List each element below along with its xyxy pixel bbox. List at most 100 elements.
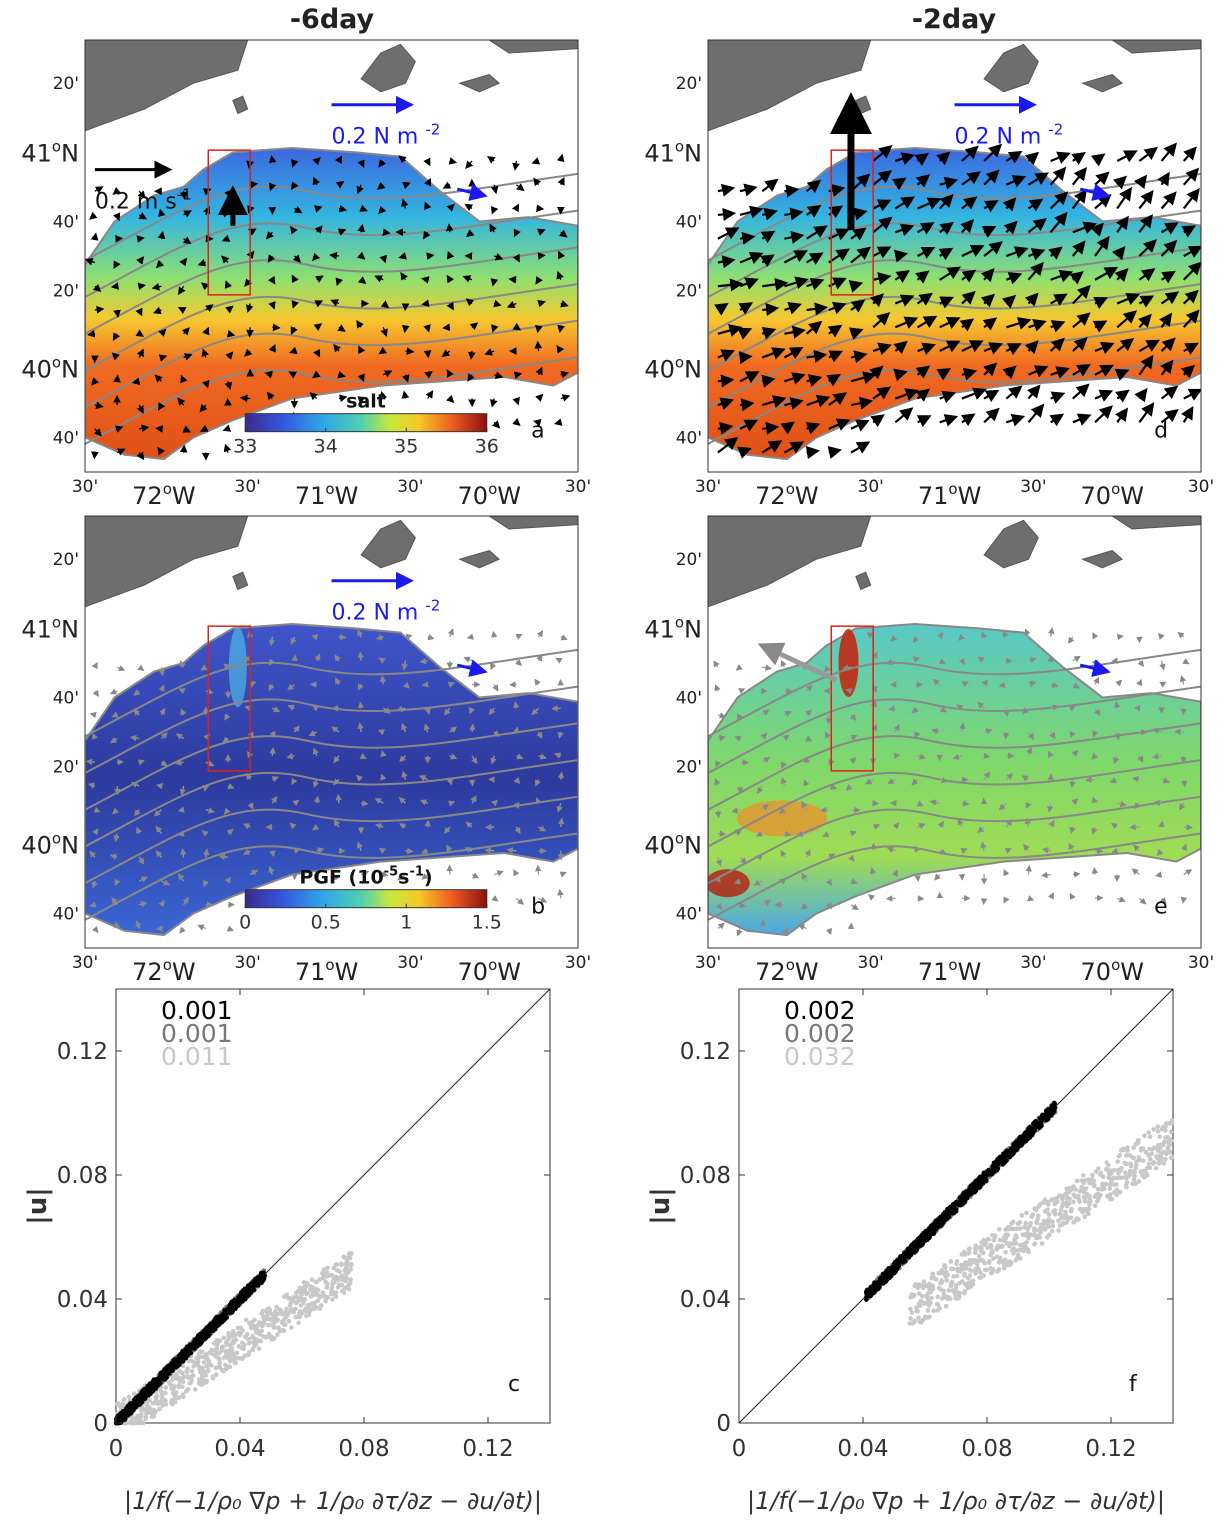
scatter-point (969, 1279, 974, 1285)
velocity-arrow (136, 348, 144, 358)
velocity-arrow (981, 679, 989, 687)
velocity-arrow (155, 850, 163, 858)
velocity-arrow (1094, 341, 1115, 355)
scatter-point (948, 1259, 954, 1264)
velocity-arrow (1025, 801, 1032, 810)
velocity-arrow (867, 894, 876, 901)
velocity-arrow (805, 735, 813, 742)
scatter-point (243, 1291, 249, 1297)
velocity-arrow (291, 777, 298, 786)
velocity-arrow (111, 352, 120, 361)
velocity-arrow (113, 921, 121, 929)
velocity-arrow (762, 664, 772, 671)
scatter-point (1024, 1210, 1029, 1216)
velocity-arrow (1050, 704, 1060, 711)
velocity-arrow (422, 230, 431, 240)
velocity-arrow (490, 184, 499, 195)
velocity-arrow (379, 390, 388, 400)
velocity-arrow (268, 658, 276, 666)
velocity-arrow (555, 657, 563, 664)
velocity-arrow (1072, 655, 1081, 663)
velocity-arrow (797, 924, 807, 931)
scatter-point (1149, 1146, 1155, 1152)
scatter-point (946, 1288, 952, 1293)
panel-letter: e (1154, 894, 1168, 919)
velocity-arrow (357, 373, 365, 383)
velocity-arrow (1138, 239, 1158, 257)
velocity-arrow (782, 927, 789, 935)
scatter-point (988, 1242, 994, 1248)
velocity-arrow (1069, 892, 1076, 901)
velocity-arrow (1005, 150, 1023, 164)
velocity-arrow (931, 728, 940, 735)
scatter-point (196, 1381, 202, 1386)
scatter-point (1130, 1155, 1136, 1160)
velocity-arrow (1138, 190, 1154, 210)
velocity-arrow (266, 391, 275, 401)
velocity-arrow (914, 874, 921, 882)
x-tick-label: 0.04 (214, 1436, 265, 1462)
velocity-arrow (961, 244, 985, 257)
velocity-arrow (717, 421, 734, 435)
scatter-point (1031, 1226, 1037, 1231)
velocity-arrow (226, 329, 236, 338)
velocity-arrow (330, 299, 340, 307)
velocity-scale-label: 0.2 m s-1 (95, 185, 192, 214)
velocity-arrow (1114, 731, 1121, 741)
velocity-arrow (423, 350, 432, 359)
lat-tick-label: 41oN (21, 613, 79, 643)
velocity-arrow (980, 841, 987, 851)
velocity-arrow (783, 347, 804, 360)
scatter-point (210, 1328, 216, 1334)
scatter-point (1082, 1214, 1087, 1219)
velocity-arrow (175, 733, 184, 740)
velocity-arrow (1090, 153, 1106, 167)
velocity-arrow (1050, 391, 1066, 404)
scatter-point (264, 1313, 270, 1319)
velocity-arrow (1049, 211, 1068, 233)
velocity-arrow (337, 324, 346, 332)
scatter-point (1065, 1195, 1070, 1200)
lat-tick-label: 40oN (644, 353, 702, 383)
velocity-arrow (784, 325, 806, 339)
velocity-arrow (1116, 896, 1126, 903)
rmse-annotation: 0.011 (161, 1042, 233, 1071)
velocity-arrow (915, 270, 930, 284)
velocity-arrow (738, 351, 753, 365)
velocity-arrow (223, 443, 232, 453)
velocity-arrow (780, 421, 795, 435)
velocity-arrow (714, 302, 729, 316)
velocity-arrow (426, 252, 435, 260)
velocity-arrow (135, 919, 142, 929)
velocity-arrow (1094, 364, 1114, 377)
velocity-arrow (916, 222, 935, 235)
velocity-arrow (557, 817, 565, 828)
scatter-point (1023, 1244, 1029, 1250)
velocity-arrow (762, 421, 780, 435)
scatter-point (1163, 1156, 1168, 1162)
velocity-arrow (157, 402, 166, 411)
scatter-point (924, 1293, 930, 1298)
velocity-arrow (939, 390, 956, 404)
land-nantucket (1081, 74, 1124, 93)
lat-tick-label: 41oN (644, 613, 702, 643)
scatter-point (912, 1283, 918, 1289)
velocity-arrow (154, 374, 163, 383)
lon-tick-label: 70oW (1081, 956, 1144, 986)
lat-tick-label: 20' (676, 74, 702, 94)
velocity-arrow (316, 847, 325, 854)
scatter-point (889, 1271, 894, 1276)
velocity-arrow (110, 282, 120, 290)
velocity-arrow (92, 283, 102, 293)
velocity-arrow (1027, 384, 1041, 400)
velocity-arrow (714, 875, 721, 883)
scatter-point (320, 1271, 326, 1277)
scatter-point (938, 1287, 944, 1292)
scatter-point (334, 1262, 340, 1268)
velocity-arrow (1005, 175, 1027, 188)
velocity-arrow (536, 228, 546, 236)
scatter-point (1026, 1249, 1031, 1255)
velocity-arrow (1049, 191, 1069, 210)
velocity-arrow (784, 276, 809, 290)
velocity-arrow (1005, 343, 1022, 356)
